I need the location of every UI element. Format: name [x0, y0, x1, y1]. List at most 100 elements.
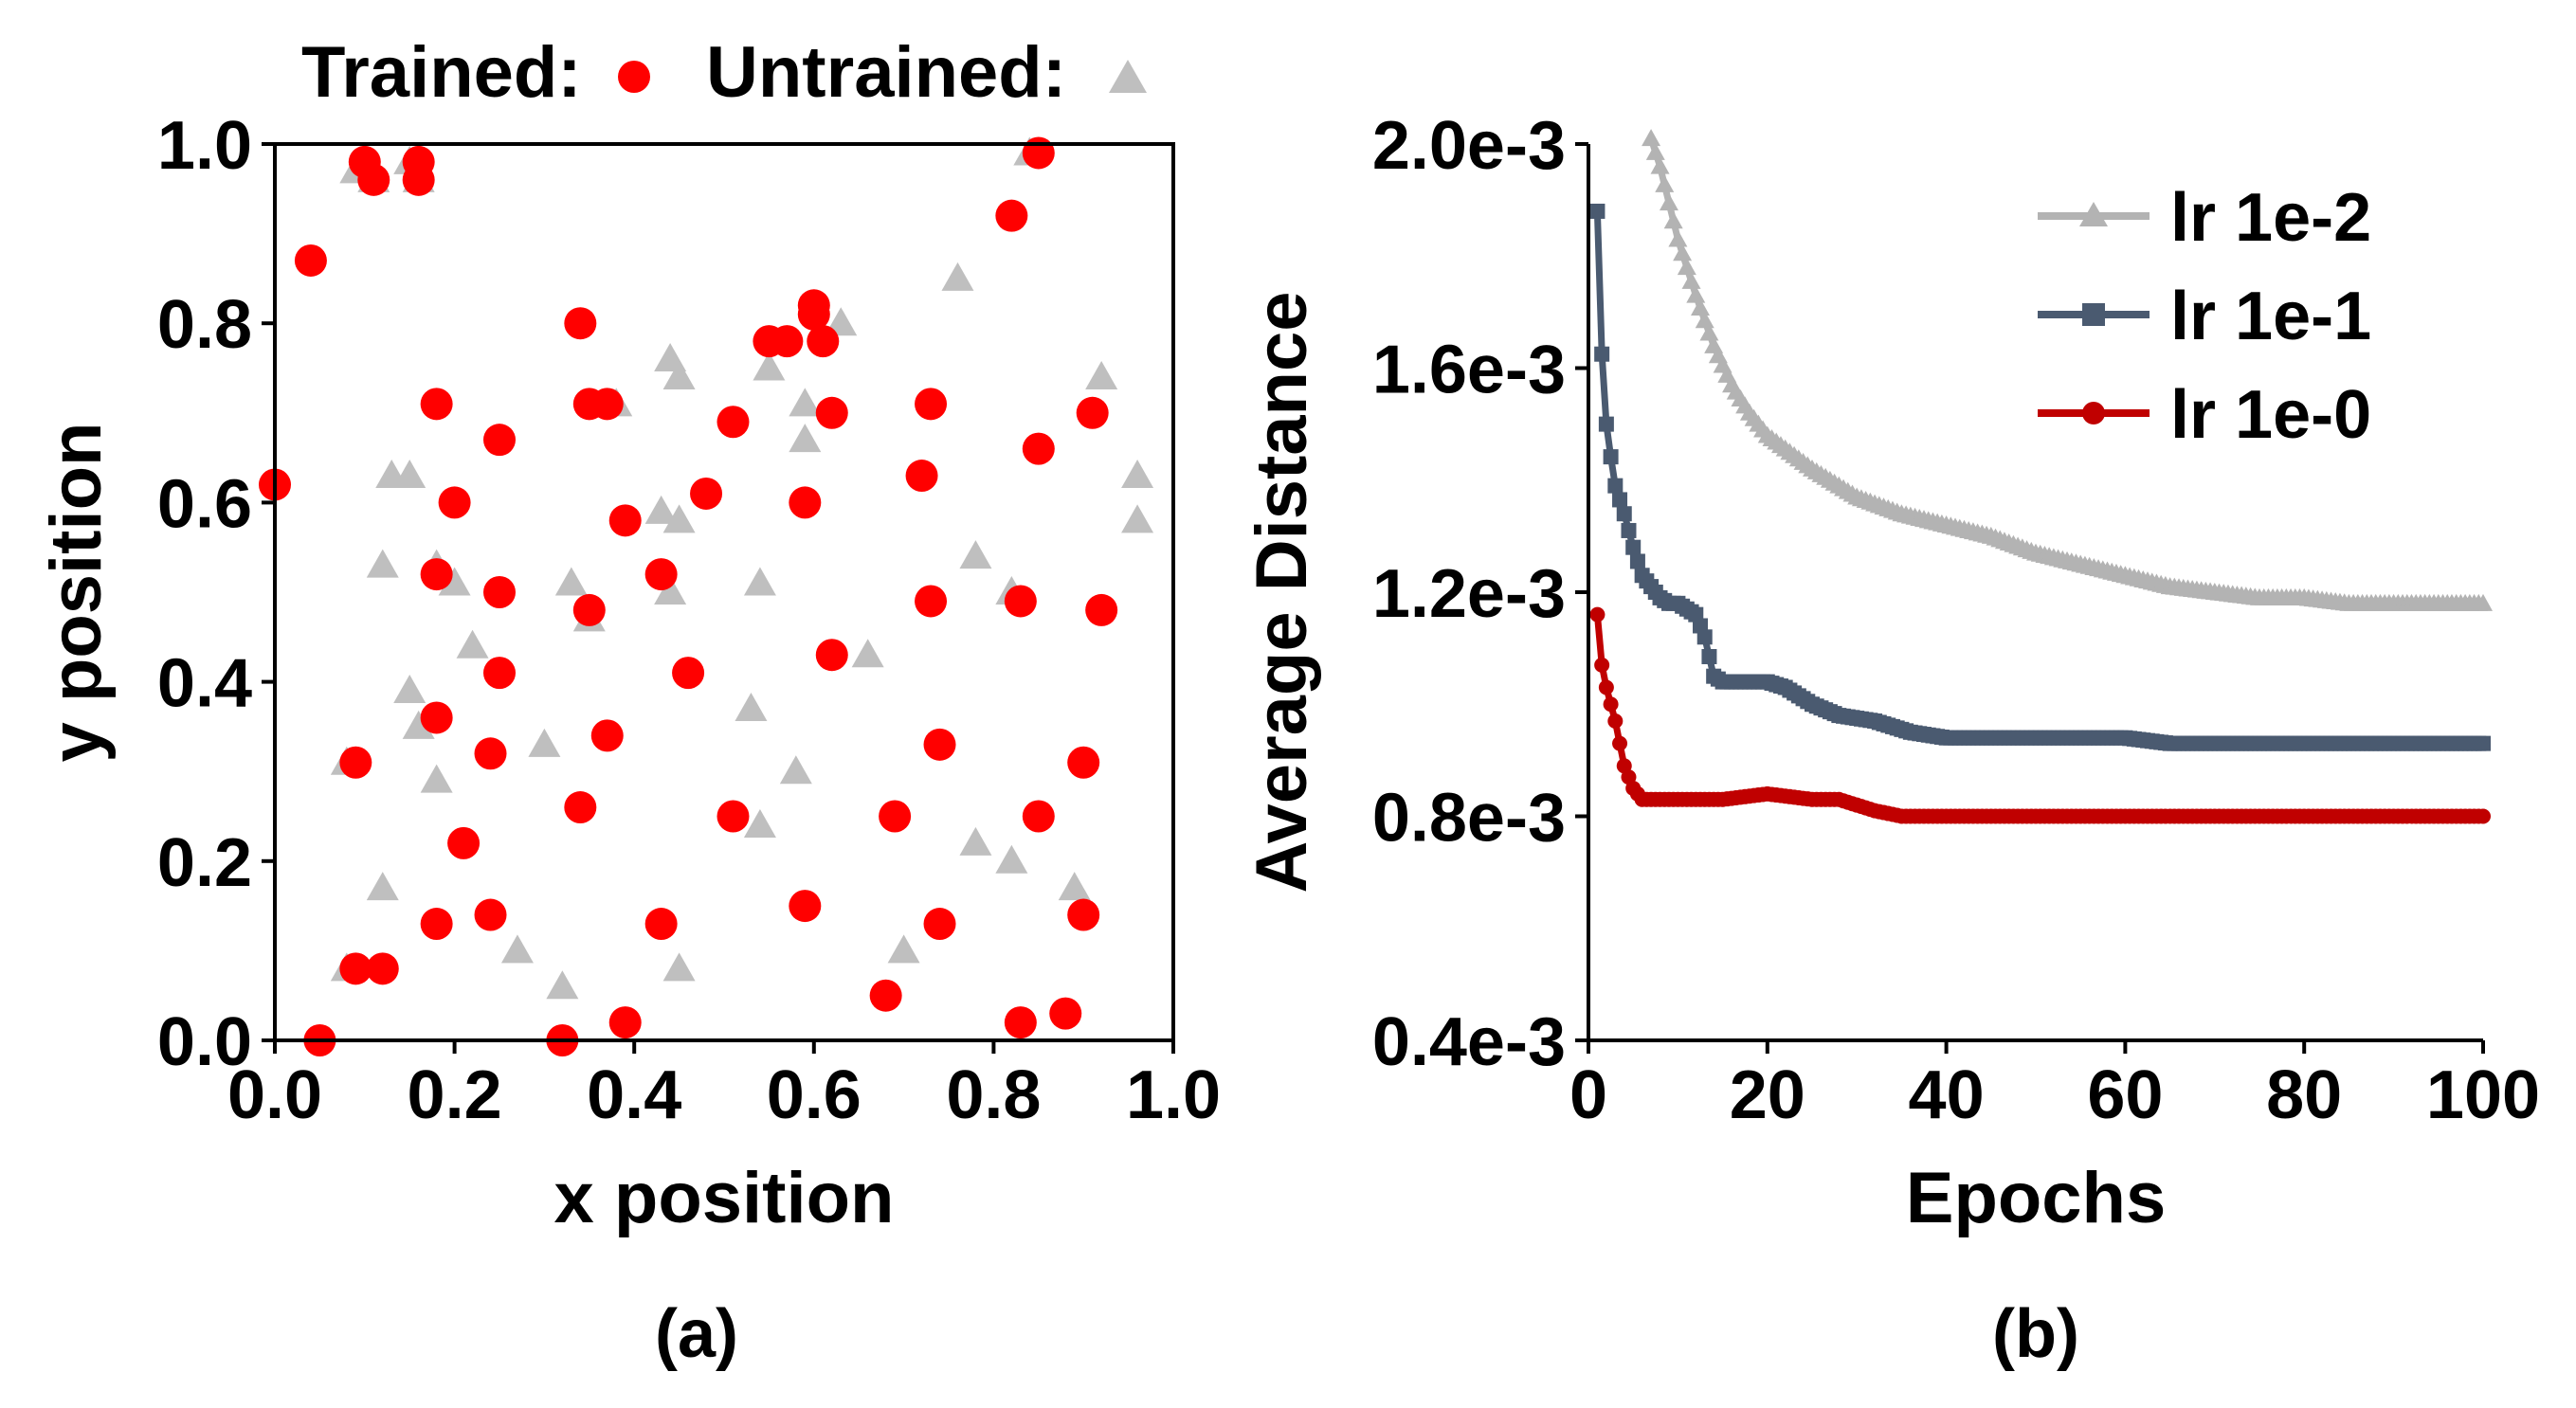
trained-point-13: [483, 424, 516, 457]
point-lr-1e-1-25: [1701, 648, 1717, 664]
point-lr-1e-1-8: [1625, 539, 1642, 555]
untrained-point-25: [662, 504, 696, 533]
y-tick-label-a-2: 0.4: [157, 646, 252, 722]
trained-point-37: [771, 325, 804, 358]
untrained-point-41: [995, 844, 1028, 874]
trained-point-49: [879, 800, 912, 833]
y-tick-label-b-4: 2.0e-3: [1372, 108, 1566, 184]
point-lr-1e-2-6: [1668, 229, 1688, 247]
y-tick-label-b-2: 1.2e-3: [1372, 556, 1566, 632]
point-lr-1e-0-0: [1589, 606, 1605, 623]
point-lr-1e-1-24: [1696, 629, 1713, 645]
series-lr-1e-0: [1589, 606, 2491, 824]
point-lr-1e-1-9: [1629, 553, 1645, 569]
point-lr-1e-0-3: [1603, 696, 1619, 713]
untrained-point-44: [1058, 872, 1091, 901]
x-tick-label-b-2: 40: [1909, 1057, 1985, 1133]
point-lr-1e-2-3: [1655, 174, 1675, 192]
x-tick-label-b-1: 20: [1730, 1057, 1805, 1133]
panel-label-a: (a): [655, 1296, 738, 1372]
untrained-point-29: [743, 808, 776, 838]
trained-point-55: [1004, 585, 1037, 618]
untrained-point-6: [393, 460, 426, 489]
untrained-point-10: [393, 675, 426, 704]
point-lr-1e-1-0: [1589, 203, 1605, 219]
y-tick-label-a-5: 1.0: [157, 108, 252, 184]
point-lr-1e-0-1: [1594, 657, 1610, 673]
trained-point-62: [1067, 898, 1100, 931]
trained-point-45: [915, 388, 948, 421]
x-axis-label-a: x position: [554, 1158, 895, 1238]
untrained-point-36: [851, 639, 884, 668]
x-tick-label-a-1: 0.2: [408, 1057, 502, 1133]
trained-point-10: [420, 388, 453, 421]
untrained-point-12: [402, 710, 435, 739]
point-lr-1e-2-9: [1681, 271, 1701, 289]
untrained-point-24: [662, 360, 696, 389]
y-tick-label-a-0: 0.0: [157, 1004, 252, 1080]
trained-point-14: [483, 576, 516, 608]
trained-point-25: [572, 593, 606, 626]
point-lr-1e-1-6: [1616, 506, 1632, 522]
untrained-point-11: [456, 629, 489, 659]
y-tick-label-a-3: 0.6: [157, 466, 252, 542]
point-lr-1e-2-186: [2474, 593, 2493, 611]
trained-point-21: [564, 307, 597, 340]
trained-point-41: [815, 396, 848, 429]
trained-point-47: [915, 585, 948, 618]
trained-point-16: [420, 701, 453, 734]
trained-point-20: [420, 908, 453, 941]
point-lr-1e-0-198: [2476, 808, 2491, 824]
untrained-point-16: [500, 934, 534, 964]
trained-point-42: [789, 486, 822, 519]
untrained-point-47: [1121, 504, 1154, 533]
untrained-point-31: [753, 352, 786, 381]
legend-untrained-label: Untrained:: [706, 32, 1066, 113]
trained-point-23: [590, 388, 624, 421]
trained-point-17: [474, 737, 507, 770]
point-lr-1e-1-198: [2476, 735, 2491, 751]
trained-point-3: [357, 163, 390, 196]
trained-point-31: [644, 908, 678, 941]
untrained-point-38: [941, 262, 974, 291]
legend-marker-lr-1e-0: [2082, 402, 2105, 424]
axis-ticks-a: 0.0 0.2 0.4 0.6 0.8 1.0 0.0 0.2 0.4 0.6 0.8 1.0: [157, 108, 1221, 1133]
x-tick-label-b-5: 100: [2426, 1057, 2540, 1133]
trained-point-39: [797, 298, 830, 331]
trained-point-5: [402, 163, 435, 196]
point-lr-1e-1-1: [1594, 346, 1610, 362]
untrained-point-34: [789, 388, 822, 417]
y-tick-label-a-4: 0.8: [157, 287, 252, 363]
point-lr-1e-2-5: [1663, 211, 1683, 229]
untrained-point-40: [959, 826, 992, 856]
trained-point-61: [1067, 746, 1100, 779]
series-lr-1e-2: [1642, 129, 2493, 611]
trained-point-59: [1076, 396, 1109, 429]
trained-point-18: [447, 826, 481, 859]
trained-point-9: [366, 952, 399, 985]
untrained-point-28: [735, 692, 768, 721]
point-lr-1e-2-12: [1695, 311, 1714, 329]
untrained-point-33: [789, 424, 822, 453]
trained-point-56: [1022, 800, 1055, 833]
untrained-point-39: [959, 540, 992, 569]
untrained-point-14: [366, 872, 399, 901]
series-lr-1e-1: [1589, 203, 2491, 751]
trained-point-12: [420, 558, 453, 591]
untrained-point-46: [1121, 460, 1154, 489]
legend-trained-label: Trained:: [301, 32, 582, 113]
untrained-point-18: [546, 970, 579, 1000]
point-lr-1e-2-0: [1642, 129, 1661, 147]
untrained-point-26: [654, 576, 687, 605]
trained-point-24: [608, 504, 642, 537]
y-axis-label-a: y position: [36, 423, 117, 763]
point-lr-1e-2-13: [1699, 323, 1719, 341]
trained-point-15: [483, 657, 516, 690]
trained-point-48: [923, 728, 956, 761]
panel-b-line-chart: 0 20 40 60 80 100 0.4e-3 0.8e-3 1.2e-3 1.6e-3 2.0e…: [1242, 108, 2540, 1372]
legend-item-lr-1e-1: lr 1e-1: [2038, 279, 2371, 354]
trained-point-7: [339, 746, 372, 779]
untrained-point-7: [366, 549, 399, 578]
trained-point-57: [1004, 1006, 1037, 1039]
